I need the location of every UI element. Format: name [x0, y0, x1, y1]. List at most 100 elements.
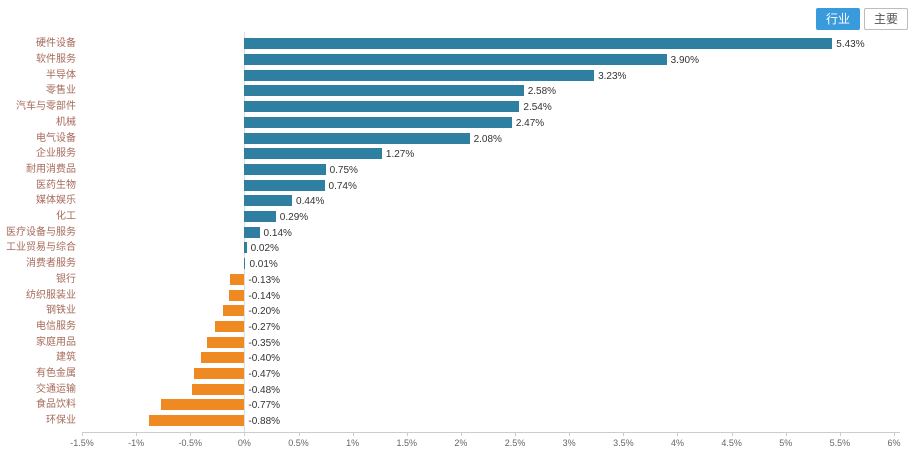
category-label: 半导体	[46, 69, 76, 81]
x-axis-tick	[190, 431, 192, 436]
value-label: 0.02%	[250, 243, 279, 255]
x-axis-tick-label: -0.5%	[178, 437, 203, 448]
x-axis-tick	[623, 431, 625, 436]
x-axis-tick	[731, 431, 733, 436]
value-label: -0.48%	[248, 384, 281, 396]
x-axis-tick	[515, 431, 517, 436]
category-label: 电气设备	[36, 132, 76, 144]
bar-negative[interactable]	[201, 352, 245, 364]
x-axis-tick	[460, 431, 462, 436]
category-label: 医药生物	[36, 179, 76, 191]
category-label: 家庭用品	[36, 336, 76, 348]
value-label: -0.40%	[248, 353, 281, 365]
x-axis-tick-label: 3%	[562, 437, 576, 448]
value-label: 0.01%	[249, 259, 278, 271]
category-label: 硬件设备	[36, 38, 76, 50]
x-axis-tick	[352, 431, 354, 436]
value-label: 0.75%	[329, 164, 358, 176]
x-axis-tick	[569, 431, 571, 436]
category-label: 媒体娱乐	[36, 195, 76, 207]
x-axis-tick-label: -1%	[128, 437, 145, 448]
value-label: 0.74%	[328, 180, 357, 192]
category-label: 企业服务	[36, 148, 76, 160]
value-label: 2.58%	[527, 86, 557, 98]
value-label: -0.47%	[248, 369, 281, 381]
bar-positive[interactable]	[244, 163, 326, 175]
x-axis-tick-label: 0.5%	[288, 437, 309, 448]
x-axis-tick-label: 6%	[887, 437, 901, 448]
bar-negative[interactable]	[215, 320, 245, 332]
bar-positive[interactable]	[244, 195, 293, 207]
value-label: 3.90%	[670, 55, 699, 67]
x-axis-tick	[136, 431, 138, 436]
bar-positive[interactable]	[244, 226, 260, 238]
bar-negative[interactable]	[149, 415, 245, 427]
value-label: 5.43%	[836, 39, 865, 51]
category-label: 银行	[56, 273, 76, 285]
category-label: 医疗设备与服务	[6, 226, 76, 238]
bar-negative[interactable]	[192, 383, 245, 395]
value-label: -0.27%	[248, 321, 281, 333]
bar-positive[interactable]	[244, 148, 382, 160]
x-axis-tick	[839, 431, 841, 436]
x-axis-tick	[894, 431, 895, 436]
bar-negative[interactable]	[229, 289, 245, 301]
category-label: 食品饮料	[36, 399, 76, 411]
bar-positive[interactable]	[244, 242, 247, 254]
value-label: 2.47%	[515, 117, 545, 129]
value-label: 1.27%	[385, 149, 415, 161]
value-label: 0.29%	[279, 212, 309, 224]
category-label: 机械	[56, 116, 76, 128]
bar-positive[interactable]	[244, 85, 524, 97]
x-axis-tick	[244, 431, 246, 436]
value-label: -0.88%	[248, 416, 281, 428]
x-axis-line	[82, 431, 900, 433]
category-label: 零售业	[46, 85, 76, 97]
tab-main[interactable]: 主要	[863, 8, 908, 30]
x-axis-tick-label: 3.5%	[613, 437, 634, 448]
category-label: 纺织服装业	[26, 289, 76, 301]
x-axis-tick-label: -1.5%	[70, 437, 94, 448]
bar-positive[interactable]	[244, 69, 595, 81]
value-label: 0.14%	[263, 227, 292, 239]
chart-mode-toggle: 行业 主要	[815, 8, 908, 30]
bar-negative[interactable]	[161, 399, 245, 411]
bar-positive[interactable]	[244, 54, 667, 66]
x-axis-tick-label: 5.5%	[829, 437, 851, 448]
x-axis-tick-label: 1%	[346, 437, 360, 448]
bar-positive[interactable]	[244, 179, 325, 191]
x-axis-tick-label: 1.5%	[396, 437, 418, 448]
x-axis-tick	[677, 431, 679, 436]
tab-industry[interactable]: 行业	[815, 8, 860, 30]
category-label: 工业贸易与综合	[6, 242, 76, 254]
value-label: 3.23%	[598, 70, 627, 82]
bar-positive[interactable]	[244, 38, 833, 50]
category-label: 电信服务	[36, 320, 76, 332]
x-axis-tick-label: 2%	[454, 437, 468, 448]
value-label: -0.20%	[248, 306, 281, 318]
x-axis-tick	[406, 431, 408, 436]
value-label: -0.14%	[248, 290, 281, 302]
value-label: 2.54%	[523, 102, 552, 114]
value-label: -0.77%	[248, 400, 281, 412]
x-axis-tick-label: 4%	[670, 437, 684, 448]
x-axis-tick-label: 5%	[779, 437, 793, 448]
category-label: 环保业	[46, 415, 76, 427]
category-label: 汽车与零部件	[16, 101, 76, 113]
bar-negative[interactable]	[206, 336, 245, 348]
category-label: 有色金属	[36, 368, 76, 380]
bar-positive[interactable]	[244, 132, 470, 144]
x-axis-tick	[298, 431, 300, 436]
x-axis-tick	[785, 431, 787, 436]
bar-positive[interactable]	[244, 116, 512, 128]
bar-negative[interactable]	[193, 368, 245, 380]
category-label: 消费者服务	[26, 258, 76, 270]
bar-positive[interactable]	[244, 258, 246, 270]
bar-positive[interactable]	[244, 211, 276, 223]
value-label: 0.44%	[296, 196, 325, 208]
bar-positive[interactable]	[244, 101, 520, 113]
bar-negative[interactable]	[230, 273, 245, 285]
bar-negative[interactable]	[222, 305, 245, 317]
